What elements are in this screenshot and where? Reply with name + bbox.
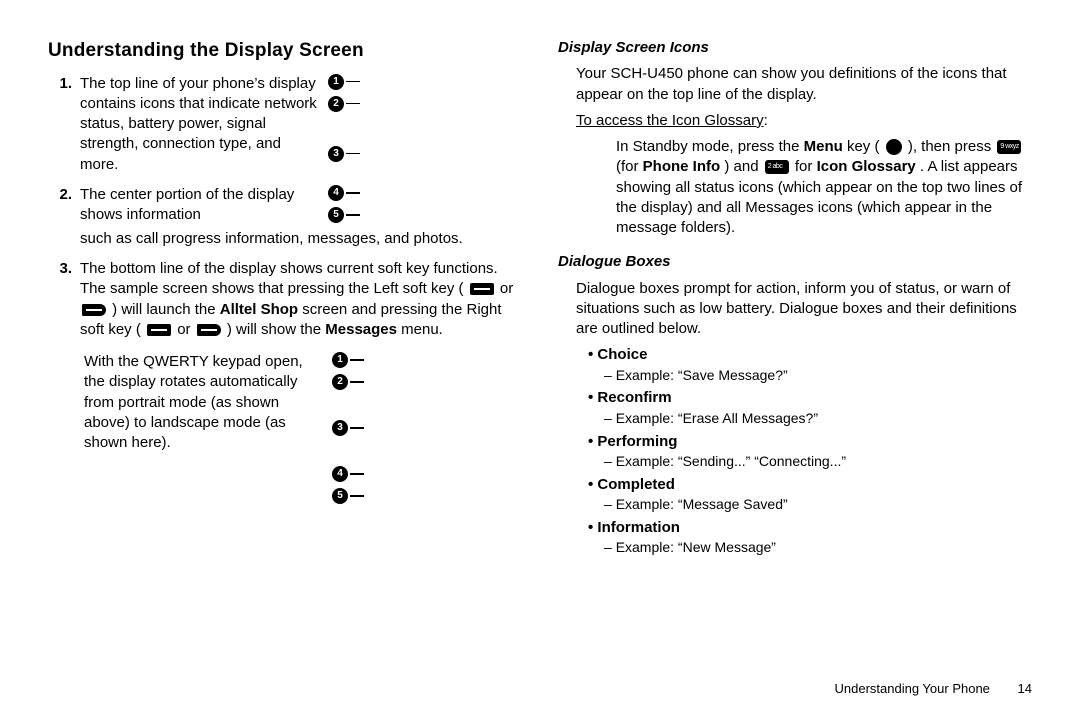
icons-intro: Your SCH-U450 phone can show you definit… [576,64,1032,105]
dialogue-intro: Dialogue boxes prompt for action, inform… [576,279,1032,340]
bold-messages: Messages [325,321,397,338]
right-softkey-curved-icon [197,324,221,336]
callout-dot: 3 [332,420,348,436]
callout-column: 4 5 [320,185,388,229]
callout-dot: 3 [328,146,344,162]
callout-dot: 5 [332,488,348,504]
key-2-icon: 2 abc [765,160,789,174]
bold-menu: Menu [804,138,843,155]
item-number: 3. [48,259,80,340]
page-columns: Understanding the Display Screen 1. The … [48,38,1032,561]
item-number: 1. [48,74,80,175]
page-footer: Understanding Your Phone 14 [835,680,1033,698]
left-column: Understanding the Display Screen 1. The … [48,38,522,561]
access-line: To access the Icon Glossary: [576,111,1032,131]
callout-column: 1 2 3 [320,74,388,175]
section-heading-icons: Display Screen Icons [558,38,1032,58]
icons-body: In Standby mode, press the Menu key ( ),… [616,137,1032,238]
callout-dot: 4 [332,466,348,482]
right-column: Display Screen Icons Your SCH-U450 phone… [558,38,1032,561]
list-item: Reconfirm Example: “Erase All Messages?” [588,388,1032,427]
list-item: Performing Example: “Sending...” “Connec… [588,432,1032,471]
callout-dot: 2 [328,96,344,112]
list-item: Choice Example: “Save Message?” [588,345,1032,384]
item-text-bottom: such as call progress information, messa… [80,229,522,249]
right-softkey-icon [147,324,171,336]
left-softkey-icon [470,283,494,295]
callout-dot: 5 [328,207,344,223]
bold-alltel-shop: Alltel Shop [220,301,298,318]
list-item: 1. The top line of your phone’s display … [48,74,522,175]
left-heading: Understanding the Display Screen [48,38,522,64]
tail-text: With the QWERTY keypad open, the display… [84,352,324,510]
callout-dot: 2 [332,374,348,390]
item-number: 2. [48,185,80,249]
section-heading-dialogue: Dialogue Boxes [558,252,1032,272]
item-text: The top line of your phone’s display con… [80,74,320,175]
menu-key-icon [886,139,902,155]
list-item: Information Example: “New Message” [588,518,1032,557]
bold-phone-info: Phone Info [643,158,721,175]
dialogue-list: Choice Example: “Save Message?” Reconfir… [588,345,1032,557]
key-9-icon: 9 wxyz [997,140,1021,154]
callout-dot: 1 [328,74,344,90]
list-item: 3. The bottom line of the display shows … [48,259,522,340]
callout-dot: 4 [328,185,344,201]
item-text-top: The center portion of the display shows … [80,185,320,229]
left-softkey-curved-icon [82,304,106,316]
item-text: The bottom line of the display shows cur… [80,259,522,340]
footer-page-number: 14 [1018,681,1032,696]
list-item: Completed Example: “Message Saved” [588,475,1032,514]
tail-paragraph: With the QWERTY keypad open, the display… [84,352,522,510]
footer-section: Understanding Your Phone [835,681,990,696]
callout-dot: 1 [332,352,348,368]
bold-icon-glossary: Icon Glossary [817,158,916,175]
callout-column: 1 2 3 4 5 [324,352,392,510]
list-item: 2. The center portion of the display sho… [48,185,522,249]
numbered-list: 1. The top line of your phone’s display … [48,74,522,341]
